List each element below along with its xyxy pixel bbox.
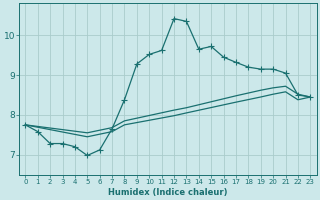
- X-axis label: Humidex (Indice chaleur): Humidex (Indice chaleur): [108, 188, 228, 197]
